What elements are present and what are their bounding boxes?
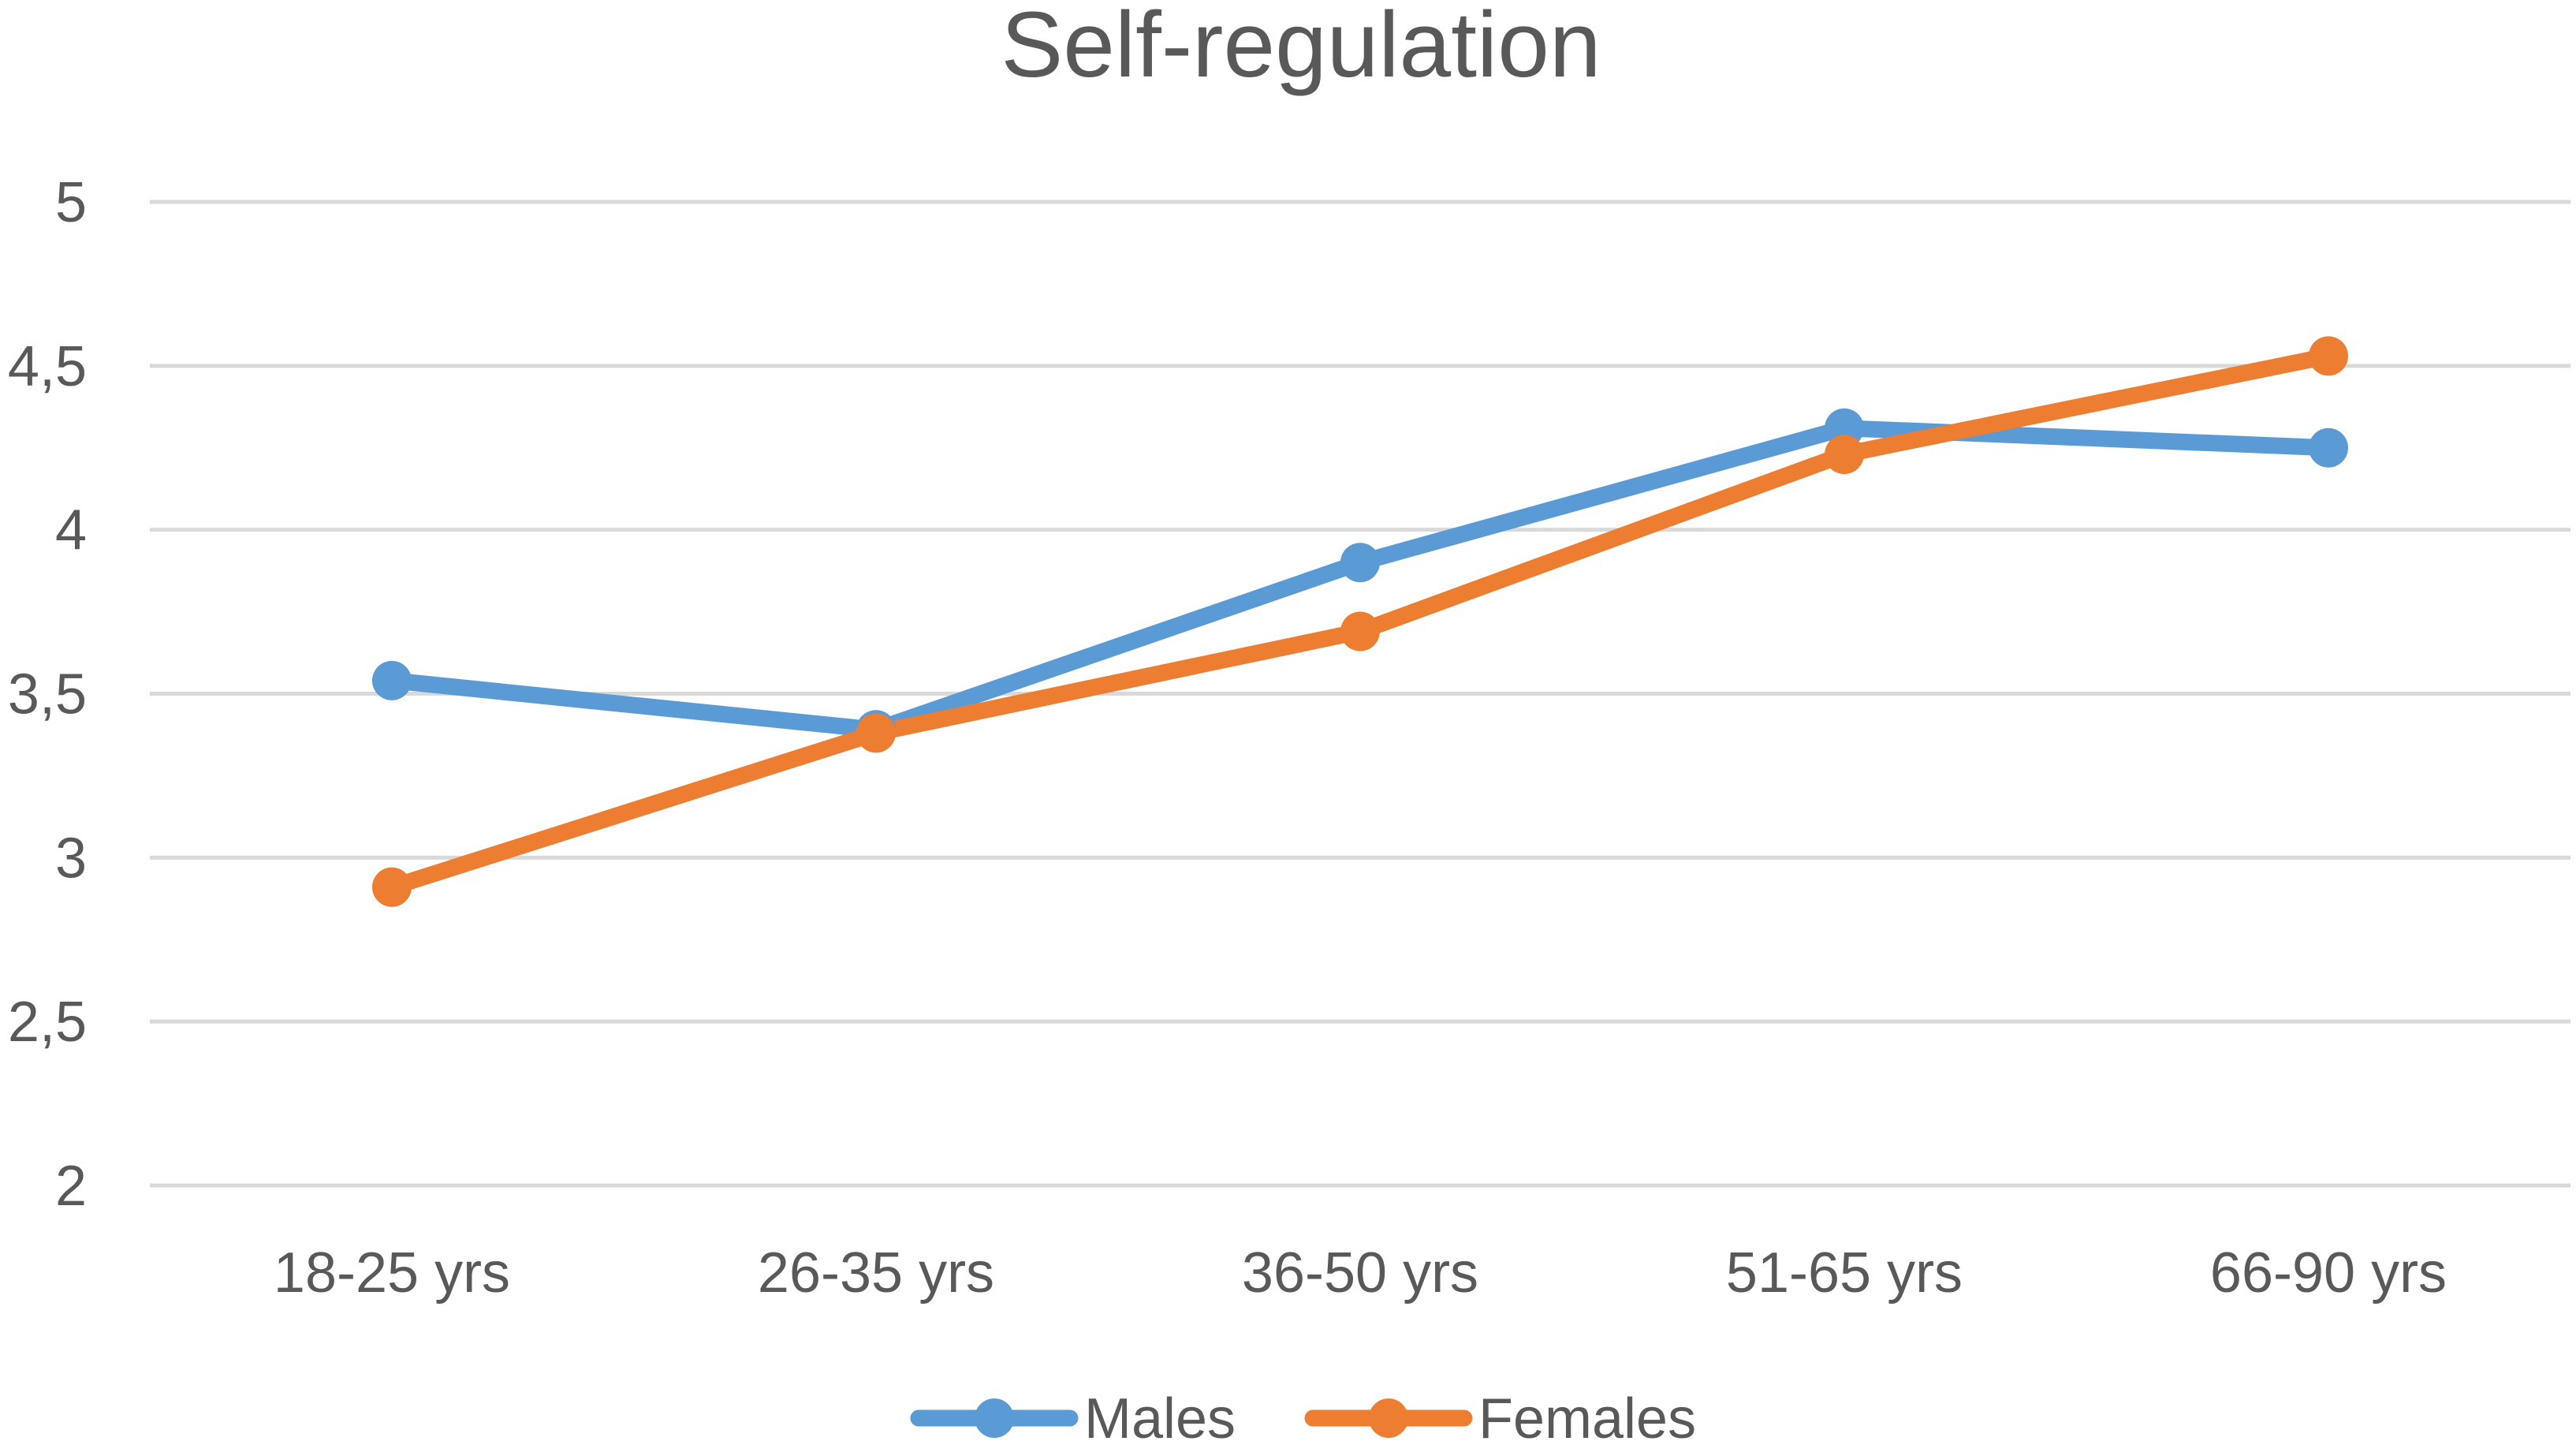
data-point-males — [1340, 543, 1380, 583]
x-tick-label: 66-90 yrs — [2210, 1241, 2447, 1305]
y-tick-label: 3 — [55, 827, 87, 890]
y-tick-label: 2,5 — [8, 991, 87, 1054]
series — [372, 336, 2348, 907]
legend: Males Females — [910, 1387, 1696, 1450]
x-tick-label: 51-65 yrs — [1726, 1241, 1963, 1305]
y-tick-label: 3,5 — [8, 663, 87, 726]
y-tick-label: 4,5 — [8, 335, 87, 398]
data-point-males — [372, 660, 412, 700]
data-point-females — [2309, 336, 2348, 376]
legend-marker-males — [975, 1398, 1014, 1438]
data-point-females — [856, 713, 896, 753]
data-point-females — [1340, 611, 1380, 651]
x-axis-ticks: 18-25 yrs 26-35 yrs 36-50 yrs 51-65 yrs 66-9… — [274, 1241, 2447, 1305]
y-axis-ticks: 2 2,5 3 3,5 4 4,5 5 — [8, 171, 87, 1218]
x-tick-label: 26-35 yrs — [758, 1241, 994, 1305]
y-tick-label: 4 — [55, 499, 87, 562]
y-tick-label: 5 — [55, 171, 87, 234]
legend-marker-females — [1369, 1398, 1408, 1438]
data-point-females — [372, 867, 412, 907]
legend-label-males: Males — [1084, 1387, 1236, 1450]
x-tick-label: 36-50 yrs — [1242, 1241, 1478, 1305]
x-tick-label: 18-25 yrs — [274, 1241, 510, 1305]
data-point-females — [1825, 435, 1864, 475]
data-point-males — [2309, 427, 2348, 468]
y-tick-label: 2 — [55, 1155, 87, 1218]
chart-title: Self-regulation — [1001, 0, 1601, 97]
legend-label-females: Females — [1478, 1387, 1696, 1450]
